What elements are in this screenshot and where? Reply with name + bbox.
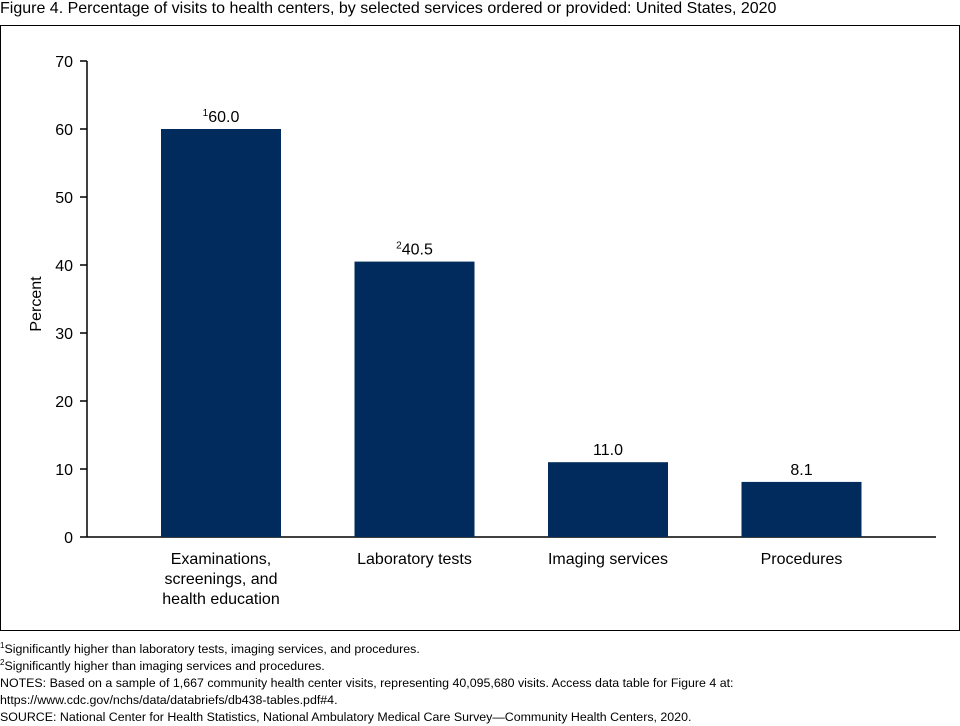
footnote-1: 1Significantly higher than laboratory te… xyxy=(0,641,958,658)
category-label: Examinations, xyxy=(171,551,272,568)
bar xyxy=(161,129,281,537)
bars xyxy=(161,129,862,537)
value-label-number: 60.0 xyxy=(208,109,239,126)
footnote-2-mark: 2 xyxy=(0,658,5,667)
footnotes: 1Significantly higher than laboratory te… xyxy=(0,641,958,726)
y-tick-label: 30 xyxy=(55,326,73,343)
bar xyxy=(741,481,862,537)
value-label-superscript: 2 xyxy=(396,241,402,252)
bar xyxy=(354,261,475,537)
category-label: Imaging services xyxy=(548,551,668,568)
footnote-1-mark: 1 xyxy=(0,641,5,650)
bar-chart: 0 10 20 30 40 50 60 70 Percent 160.0 Examinations… xyxy=(28,54,936,608)
value-label-number: 40.5 xyxy=(402,242,433,259)
y-tick-label: 50 xyxy=(55,190,73,207)
category-label: Procedures xyxy=(761,551,843,568)
y-axis-label: Percent xyxy=(28,276,45,332)
bar-value-label: 160.0 xyxy=(203,108,240,126)
bar-value-label: 11.0 xyxy=(593,442,623,459)
source-note: SOURCE: National Center for Health Stati… xyxy=(0,710,692,724)
labels: 160.0 Examinations, screenings, and health … xyxy=(162,108,842,608)
category-label: Laboratory tests xyxy=(357,551,472,568)
y-tick-label: 10 xyxy=(55,462,73,479)
bar-value-label: 240.5 xyxy=(396,241,433,259)
notes-line-2: https://www.cdc.gov/nchs/data/databriefs… xyxy=(0,693,338,707)
chart-frame: 0 10 20 30 40 50 60 70 Percent 160.0 Examinations… xyxy=(0,25,960,631)
y-tick-label: 0 xyxy=(64,530,73,547)
category-label: health education xyxy=(162,591,279,608)
footnote-2: 2Significantly higher than imaging servi… xyxy=(0,658,958,675)
y-tick-label: 20 xyxy=(55,394,73,411)
y-tick-label: 70 xyxy=(55,54,73,71)
footnote-1-text: Significantly higher than laboratory tes… xyxy=(4,642,420,656)
category-label: screenings, and xyxy=(165,571,278,588)
bar-value-label: 8.1 xyxy=(790,462,812,479)
notes-line-1: NOTES: Based on a sample of 1,667 commun… xyxy=(0,676,734,690)
y-tick-label: 40 xyxy=(55,258,73,275)
value-label-superscript: 1 xyxy=(203,108,209,119)
y-tick-label: 60 xyxy=(55,122,73,139)
figure-title: Figure 4. Percentage of visits to health… xyxy=(0,0,777,17)
footnote-2-text: Significantly higher than imaging servic… xyxy=(4,659,325,673)
bar xyxy=(548,462,668,537)
